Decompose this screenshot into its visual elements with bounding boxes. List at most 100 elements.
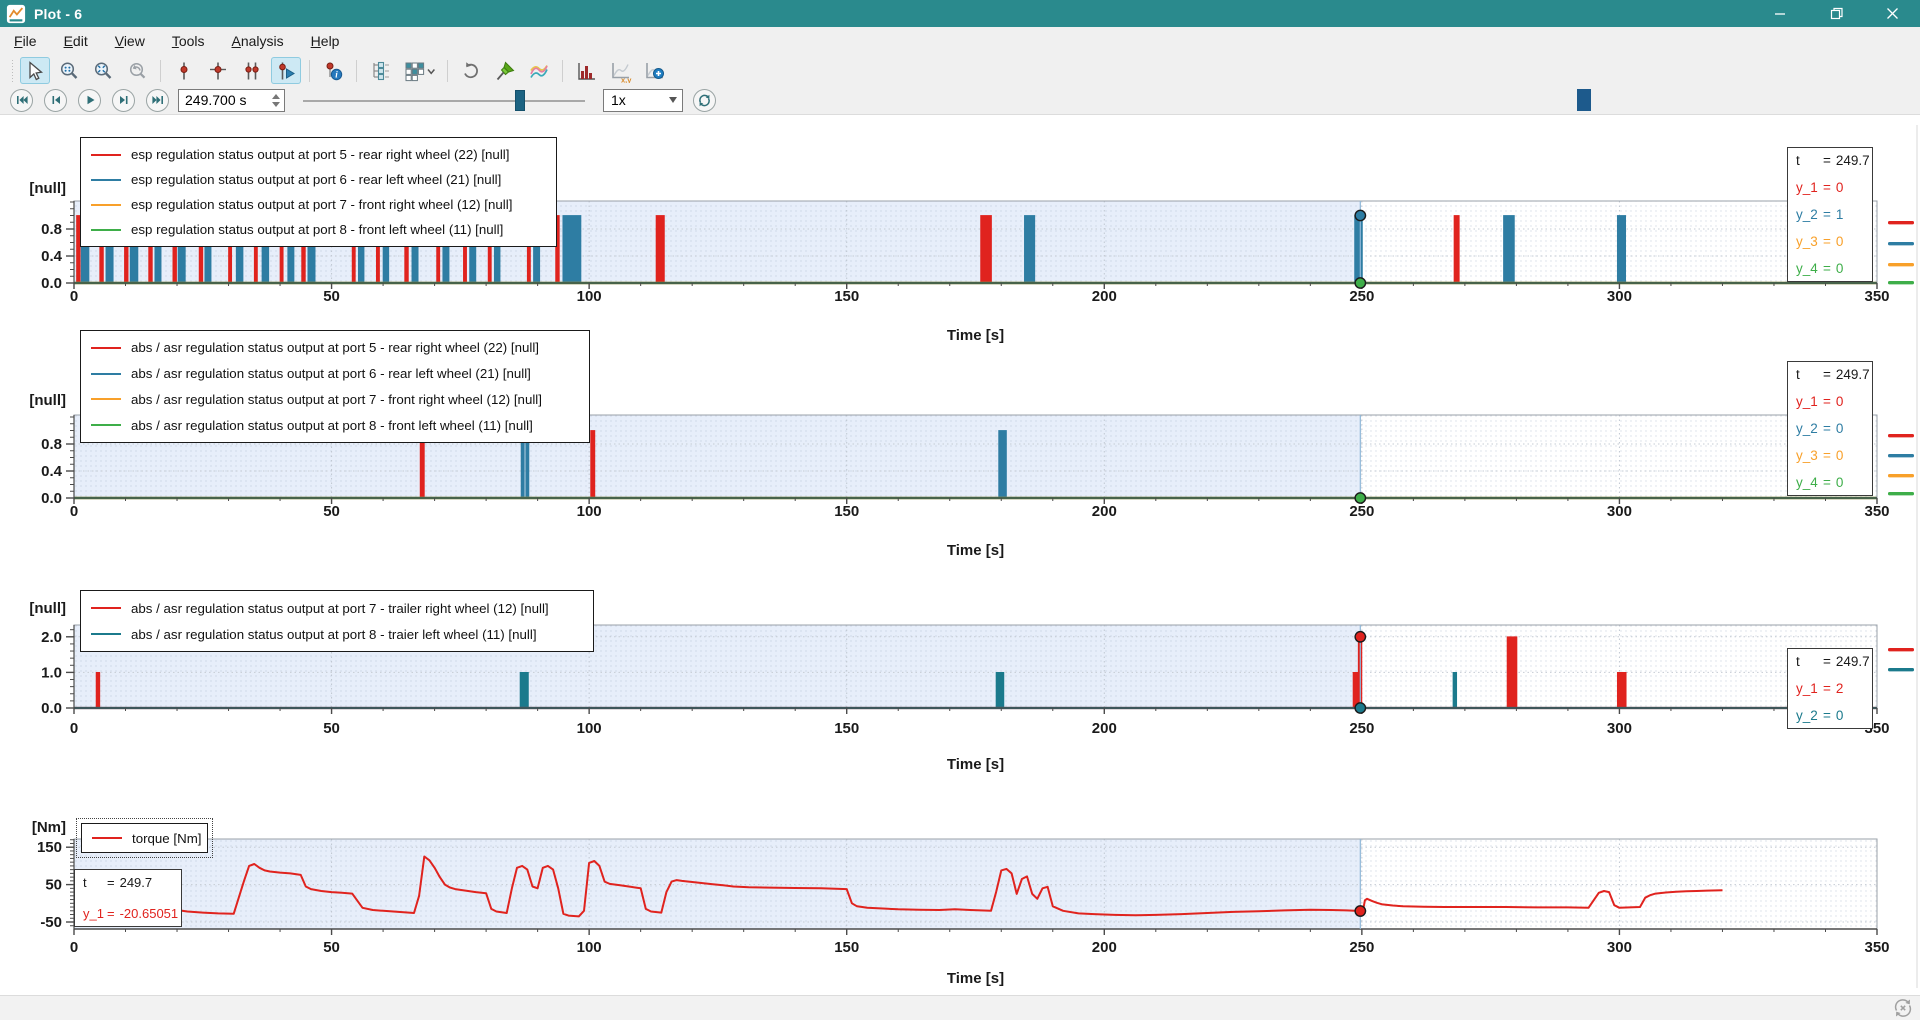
- plot-2-legend[interactable]: abs / asr regulation status output at po…: [80, 330, 590, 443]
- skip-end-button[interactable]: [146, 89, 169, 112]
- plot-1-cursor-readout[interactable]: t=249.7y_1=0y_2=1y_3=0y_4=0: [1787, 147, 1873, 282]
- plot-3-cursor-readout[interactable]: t=249.7y_1=2y_2=0: [1787, 648, 1873, 729]
- plot-1-legend[interactable]: esp regulation status output at port 5 -…: [80, 137, 557, 247]
- menu-analysis[interactable]: Analysis: [232, 33, 284, 49]
- step-back-button[interactable]: [44, 89, 67, 112]
- toolbar-separator: [160, 60, 161, 82]
- loop-button[interactable]: [693, 89, 716, 112]
- readout-label: t: [83, 875, 107, 890]
- spin-up-icon[interactable]: [272, 94, 280, 99]
- readout-value: 0: [1836, 234, 1844, 249]
- legend-item: abs / asr regulation status output at po…: [91, 601, 583, 616]
- pin-button[interactable]: [490, 57, 520, 84]
- readout-equals: =: [1823, 708, 1831, 723]
- legend-color-dash: [91, 347, 121, 349]
- curves-button[interactable]: [524, 57, 554, 84]
- svg-text:350: 350: [1864, 503, 1889, 520]
- readout-label: y_1: [83, 906, 107, 921]
- refresh-icon: [459, 59, 483, 83]
- svg-text:0.8: 0.8: [41, 436, 62, 453]
- window-title: Plot - 6: [34, 6, 82, 22]
- legend-color-dash: [91, 607, 121, 609]
- refresh-button[interactable]: [456, 57, 486, 84]
- play-button[interactable]: [78, 89, 101, 112]
- sync-icon[interactable]: [1892, 997, 1914, 1019]
- marker-crosshair-icon: [206, 59, 230, 83]
- readout-equals: =: [1823, 207, 1831, 222]
- marker-crosshair-button[interactable]: [203, 57, 233, 84]
- toolbar-separator: [356, 60, 357, 82]
- legend-label: esp regulation status output at port 5 -…: [131, 147, 509, 162]
- axis-add-icon: [642, 59, 666, 83]
- select-cursor-icon: [23, 59, 47, 83]
- step-back-icon: [49, 93, 63, 107]
- time-input[interactable]: [179, 92, 268, 108]
- splitter-handle[interactable]: [1577, 89, 1591, 111]
- slider-handle[interactable]: [515, 90, 525, 111]
- step-forward-button[interactable]: [112, 89, 135, 112]
- marker-info-icon: i: [321, 59, 345, 83]
- menu-tools[interactable]: Tools: [172, 33, 205, 49]
- legend-color-dash: [91, 204, 121, 206]
- readout-equals: =: [1823, 681, 1831, 696]
- app-icon: [6, 4, 26, 24]
- axis-xy-button[interactable]: x,y: [605, 57, 635, 84]
- legend-item: abs / asr regulation status output at po…: [91, 340, 579, 355]
- menu-view[interactable]: View: [115, 33, 145, 49]
- readout-equals: =: [1823, 448, 1831, 463]
- marker-double-icon: [240, 59, 264, 83]
- readout-label: t: [1796, 367, 1823, 382]
- menu-edit[interactable]: Edit: [64, 33, 88, 49]
- plot-4-cursor-readout[interactable]: t=249.7y_1=-20.65051: [74, 869, 182, 927]
- svg-text:200: 200: [1092, 939, 1117, 956]
- layout-grid-button[interactable]: [399, 57, 439, 84]
- plot-2-cursor-readout[interactable]: t=249.7y_1=0y_2=0y_3=0y_4=0: [1787, 361, 1873, 496]
- legend-label: abs / asr regulation status output at po…: [131, 366, 531, 381]
- marker-info-button[interactable]: i: [318, 57, 348, 84]
- restore-button[interactable]: [1808, 0, 1864, 27]
- legend-item: abs / asr regulation status output at po…: [91, 627, 583, 642]
- menubar: File Edit View Tools Analysis Help: [0, 27, 1920, 55]
- marker-play-button[interactable]: [271, 57, 301, 84]
- svg-text:200: 200: [1092, 720, 1117, 737]
- readout-label: y_4: [1796, 475, 1823, 490]
- readout-value: 0: [1836, 475, 1844, 490]
- speed-select[interactable]: 1x: [603, 89, 683, 112]
- legend-item: torque [Nm]: [92, 831, 197, 846]
- readout-row: t=249.7: [83, 875, 173, 890]
- readout-label: y_3: [1796, 448, 1823, 463]
- menu-help[interactable]: Help: [311, 33, 340, 49]
- axis-add-button[interactable]: [639, 57, 669, 84]
- zoom-undo-button[interactable]: [122, 57, 152, 84]
- svg-text:0: 0: [70, 720, 78, 737]
- spin-down-icon[interactable]: [272, 102, 280, 107]
- skip-start-button[interactable]: [10, 89, 33, 112]
- time-spinbox[interactable]: [178, 89, 285, 112]
- minimize-button[interactable]: [1752, 0, 1808, 27]
- marker-single-button[interactable]: [169, 57, 199, 84]
- select-cursor-button[interactable]: [20, 57, 50, 84]
- readout-value: 249.7: [1836, 654, 1870, 669]
- legend-color-dash: [91, 154, 121, 156]
- readout-value: 249.7: [1836, 367, 1870, 382]
- zoom-region-button[interactable]: [54, 57, 84, 84]
- readout-equals: =: [1823, 475, 1831, 490]
- status-bar: [0, 995, 1920, 1020]
- plot-4-legend[interactable]: torque [Nm]: [81, 823, 208, 853]
- svg-text:2.0: 2.0: [41, 629, 62, 646]
- mini-legend-dash: [1888, 263, 1914, 266]
- slider-track[interactable]: [303, 100, 585, 102]
- axis-xy-icon: x,y: [608, 59, 632, 83]
- histogram-button[interactable]: [571, 57, 601, 84]
- svg-text:0: 0: [70, 503, 78, 520]
- plot-3-legend[interactable]: abs / asr regulation status output at po…: [80, 590, 594, 652]
- marker-play-icon: [274, 59, 298, 83]
- legend-label: abs / asr regulation status output at po…: [131, 627, 537, 642]
- close-button[interactable]: [1864, 0, 1920, 27]
- x-axis-label: Time [s]: [947, 970, 1004, 987]
- time-slider[interactable]: [303, 89, 585, 112]
- zoom-fit-button[interactable]: [88, 57, 118, 84]
- marker-double-button[interactable]: [237, 57, 267, 84]
- signal-tree-button[interactable]: [365, 57, 395, 84]
- menu-file[interactable]: File: [14, 33, 37, 49]
